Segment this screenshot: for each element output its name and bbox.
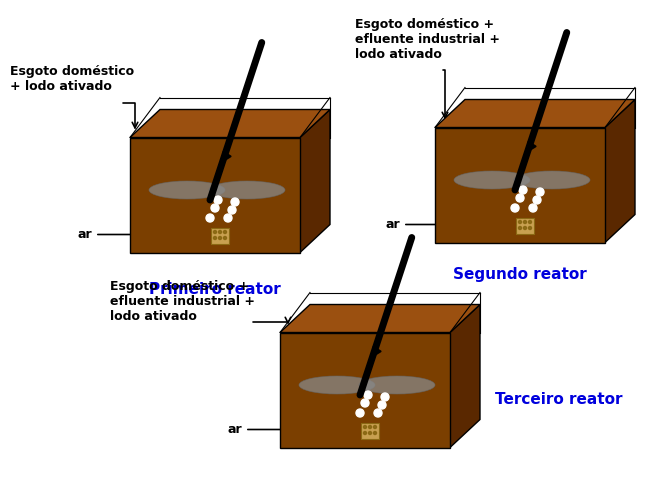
Circle shape (361, 399, 369, 407)
Circle shape (364, 391, 372, 399)
Circle shape (374, 409, 382, 417)
Circle shape (231, 198, 239, 206)
Circle shape (523, 221, 527, 224)
Circle shape (519, 227, 521, 229)
Ellipse shape (359, 376, 435, 394)
Circle shape (214, 196, 222, 204)
Circle shape (536, 188, 544, 196)
Circle shape (213, 230, 217, 233)
Circle shape (511, 204, 519, 212)
Circle shape (364, 425, 366, 428)
Circle shape (529, 227, 531, 229)
Circle shape (378, 401, 386, 409)
Polygon shape (361, 423, 379, 439)
Polygon shape (300, 109, 330, 253)
Circle shape (381, 393, 389, 401)
Polygon shape (280, 304, 480, 333)
Text: Esgoto doméstico +
efluente industrial +
lodo ativado: Esgoto doméstico + efluente industrial +… (355, 18, 500, 61)
Polygon shape (280, 333, 450, 448)
Circle shape (219, 230, 221, 233)
Circle shape (374, 432, 376, 435)
Polygon shape (130, 109, 330, 137)
Circle shape (211, 204, 219, 212)
Polygon shape (605, 100, 635, 242)
Circle shape (223, 230, 227, 233)
Polygon shape (450, 304, 480, 448)
Circle shape (374, 425, 376, 428)
Text: Primeiro reator: Primeiro reator (149, 283, 281, 298)
Ellipse shape (209, 181, 285, 199)
Circle shape (223, 237, 227, 240)
Circle shape (364, 432, 366, 435)
Text: Esgoto doméstico
+ lodo ativado: Esgoto doméstico + lodo ativado (10, 65, 134, 93)
Circle shape (206, 214, 214, 222)
Circle shape (368, 425, 372, 428)
Circle shape (224, 214, 232, 222)
Ellipse shape (514, 171, 590, 189)
Circle shape (519, 186, 527, 194)
Ellipse shape (149, 181, 225, 199)
Polygon shape (435, 127, 605, 242)
Circle shape (519, 221, 521, 224)
Text: Esgoto doméstico +
efluente industrial +
lodo ativado: Esgoto doméstico + efluente industrial +… (110, 280, 255, 323)
Ellipse shape (454, 171, 530, 189)
Circle shape (523, 227, 527, 229)
Circle shape (529, 221, 531, 224)
Text: ar: ar (227, 423, 242, 436)
Text: Segundo reator: Segundo reator (453, 268, 587, 283)
Circle shape (533, 196, 541, 204)
Circle shape (228, 206, 236, 214)
Ellipse shape (299, 376, 375, 394)
Polygon shape (130, 137, 300, 253)
Text: Terceiro reator: Terceiro reator (495, 393, 622, 408)
Circle shape (516, 194, 524, 202)
Text: ar: ar (386, 218, 400, 231)
Polygon shape (211, 228, 229, 244)
Circle shape (213, 237, 217, 240)
Circle shape (356, 409, 364, 417)
Polygon shape (435, 100, 635, 127)
Circle shape (368, 432, 372, 435)
Polygon shape (516, 218, 534, 234)
Circle shape (529, 204, 537, 212)
Circle shape (219, 237, 221, 240)
Text: ar: ar (77, 228, 92, 241)
